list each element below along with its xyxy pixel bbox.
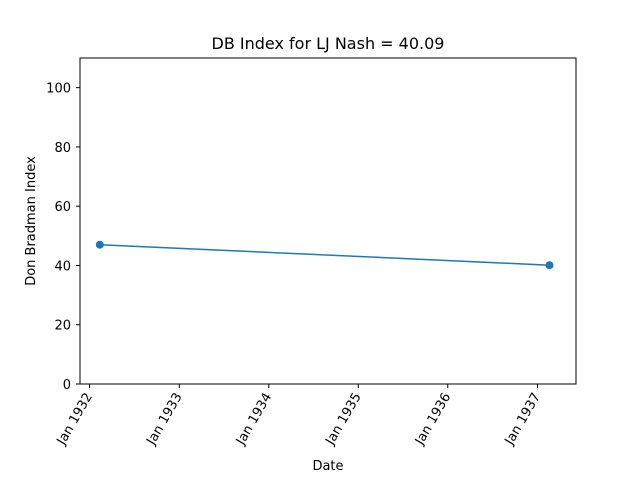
series-line	[99, 243, 550, 266]
axes-frame	[79, 57, 577, 385]
y-tick-label: 20	[54, 319, 71, 334]
y-tick-label: 80	[54, 141, 71, 156]
data-point	[95, 240, 104, 249]
chart-title: DB Index for LJ Nash = 40.09	[212, 34, 445, 53]
y-tick-label: 40	[54, 259, 71, 274]
y-tick-label: 0	[63, 378, 71, 393]
y-axis-label: Don Bradman Index	[24, 156, 39, 286]
y-tick-label: 100	[46, 82, 71, 97]
data-point	[545, 261, 554, 270]
y-axis: 0 20 40 60 80 100	[46, 82, 80, 393]
y-tick-label: 60	[54, 200, 71, 215]
plot-area	[95, 240, 554, 270]
x-axis-label: Date	[312, 459, 343, 474]
